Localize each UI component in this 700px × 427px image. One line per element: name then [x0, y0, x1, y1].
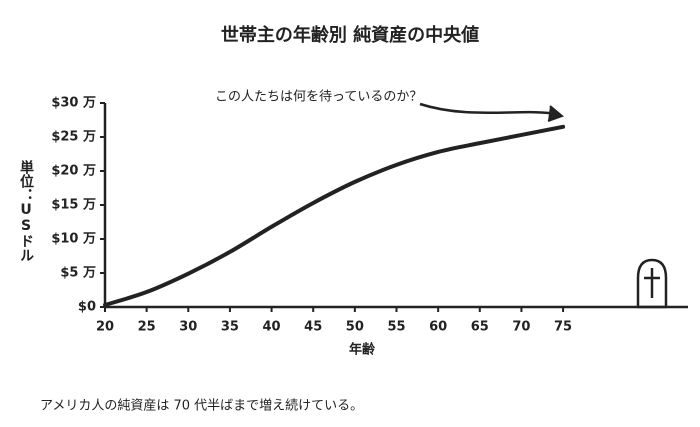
data-line: [103, 124, 566, 307]
x-tick-label: 50: [346, 320, 364, 335]
x-tick-label: 20: [96, 320, 114, 335]
tombstone: [636, 258, 668, 309]
y-tick-label: $0: [78, 300, 96, 315]
x-tick-label: 60: [429, 320, 447, 335]
y-tick-label: $15 万: [51, 198, 96, 213]
y-tick-label: $5 万: [60, 266, 96, 281]
annotation: この人たちは何を待っているのか？: [215, 89, 422, 105]
x-tick-label: 65: [471, 320, 489, 335]
x-tick-label: 35: [221, 320, 239, 335]
x-tick-label: 55: [387, 320, 405, 335]
y-tick-label: $10 万: [51, 232, 96, 247]
caption: アメリカ人の純資産は 70 代半ばまで増え続けている。: [40, 398, 363, 414]
x-tick-label: 70: [512, 320, 530, 335]
x-tick-label: 75: [554, 320, 572, 335]
x-axis-label: 年齢: [349, 342, 376, 358]
x-tick-label: 45: [304, 320, 322, 335]
chart-title: 世帯主の年齢別 純資産の中央値: [221, 24, 479, 46]
x-tick-label: 30: [179, 320, 197, 335]
x-tick-label: 25: [138, 320, 156, 335]
y-axis-label: 単位：USドル: [18, 159, 34, 262]
x-tick-label: 40: [263, 320, 281, 335]
y-tick-label: $30 万: [51, 96, 96, 111]
y-tick-label: $25 万: [51, 130, 96, 145]
arrow-head: [547, 105, 564, 122]
y-tick-label: $20 万: [51, 164, 96, 179]
annotation-arrow: [419, 102, 559, 116]
